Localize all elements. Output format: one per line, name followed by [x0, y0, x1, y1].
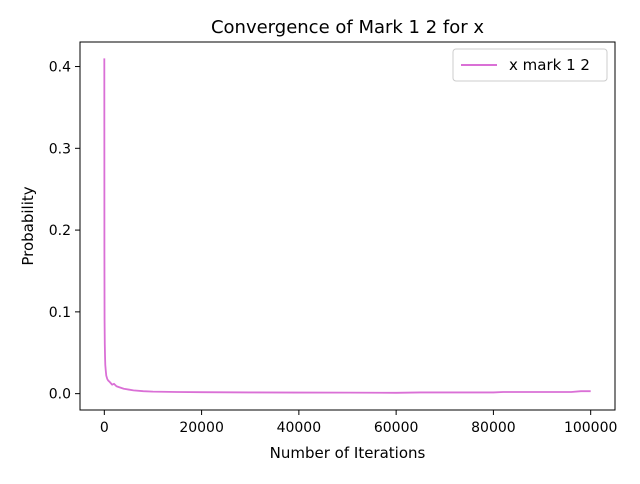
axes-frame — [79, 41, 616, 411]
series-line-0 — [103, 58, 591, 394]
x-tick-label: 40000 — [277, 420, 322, 436]
y-tick-label: 0.3 — [49, 141, 71, 157]
y-axis-label: Probability — [19, 186, 37, 265]
x-tick-label: 80000 — [471, 420, 516, 436]
y-tick-label: 0.1 — [49, 305, 71, 321]
x-tick-label: 20000 — [179, 420, 224, 436]
x-axis-label: Number of Iterations — [270, 444, 426, 462]
y-tick-label: 0.2 — [49, 223, 71, 239]
legend-box — [452, 48, 608, 82]
legend: x mark 1 2 — [452, 48, 608, 82]
chart-title: Convergence of Mark 1 2 for x — [211, 17, 484, 38]
x-tick-label: 60000 — [374, 420, 419, 436]
x-tick-label: 100000 — [564, 420, 617, 436]
y-tick-label: 0.0 — [49, 387, 71, 403]
y-tick-label: 0.4 — [49, 60, 71, 76]
x-tick-label: 0 — [100, 420, 109, 436]
legend-label: x mark 1 2 — [509, 56, 590, 74]
